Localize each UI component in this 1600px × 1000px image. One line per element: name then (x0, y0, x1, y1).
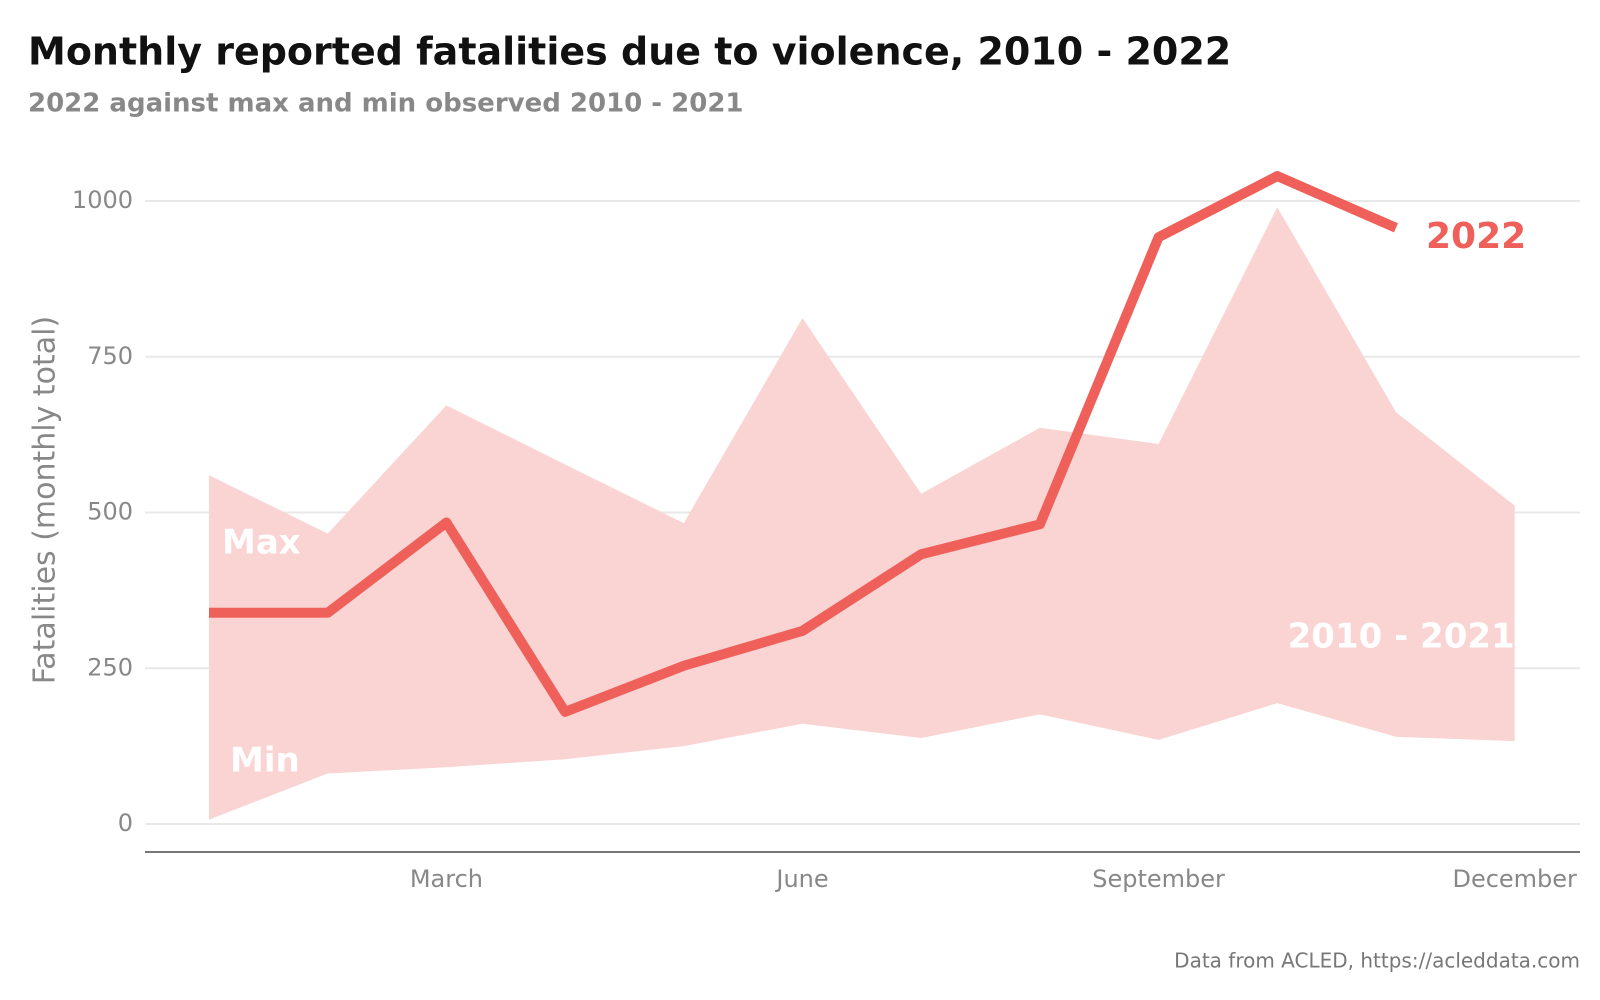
line-2022 (209, 171, 1398, 717)
band-upper-label: Max (222, 523, 301, 563)
series-label: 2022 (1426, 216, 1526, 257)
chart-subtitle: 2022 against max and min observed 2010 -… (28, 89, 744, 119)
y-tick-label: 250 (87, 653, 133, 681)
x-tick-label: December (1452, 865, 1577, 893)
x-tick-label: September (1092, 865, 1225, 893)
range-band (209, 207, 1515, 820)
y-tick-label: 0 (118, 809, 133, 837)
y-axis-label: Fatalities (monthly total) (28, 316, 63, 684)
x-tick-label: June (774, 865, 828, 893)
y-tick-label: 500 (87, 498, 133, 526)
y-tick-label: 750 (87, 342, 133, 370)
x-tick-label: March (410, 865, 483, 893)
chart-title: Monthly reported fatalities due to viole… (28, 30, 1231, 74)
band-lower-label: Min (230, 741, 300, 781)
caption: Data from ACLED, https://acleddata.com (1174, 949, 1580, 973)
band-legend-label: 2010 - 2021 (1288, 617, 1515, 657)
y-tick-label: 1000 (72, 186, 133, 214)
